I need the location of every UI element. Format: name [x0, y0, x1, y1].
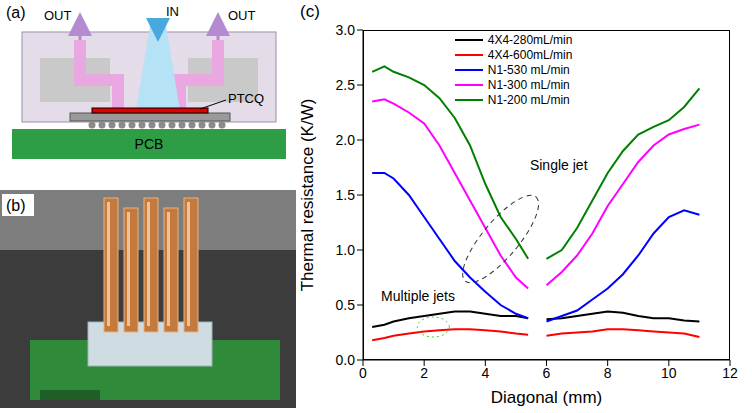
html-text:(c): (c): [300, 2, 320, 21]
svg-text:PCB: PCB: [135, 136, 164, 152]
svg-text:(a): (a): [6, 4, 26, 21]
svg-text:1.5: 1.5: [336, 187, 356, 203]
html-text:4X4-280mL/min: 4X4-280mL/min: [487, 32, 573, 47]
svg-text:2.5: 2.5: [336, 77, 356, 93]
html-text:Multiple jets: Multiple jets: [381, 288, 455, 305]
svg-text:0: 0: [359, 365, 367, 381]
svg-text:0.5: 0.5: [336, 297, 356, 313]
svg-text:2.0: 2.0: [336, 132, 356, 148]
svg-text:10: 10: [661, 365, 677, 381]
svg-text:12: 12: [722, 365, 738, 381]
html-text:N1-200 mL/min: N1-200 mL/min: [487, 92, 570, 107]
svg-text:2: 2: [420, 365, 428, 381]
html-text:N1-300 mL/min: N1-300 mL/min: [487, 77, 570, 92]
svg-text:OUT: OUT: [228, 8, 256, 23]
html-text:N1-530 mL/min: N1-530 mL/min: [487, 62, 570, 77]
html-text:Single jet: Single jet: [529, 157, 588, 174]
svg-text:Thermal resistance (K/W): Thermal resistance (K/W): [298, 99, 317, 292]
svg-text:PTCQ: PTCQ: [228, 91, 264, 106]
svg-text:(b): (b): [6, 197, 26, 214]
svg-text:4: 4: [481, 365, 489, 381]
svg-text:OUT: OUT: [44, 8, 72, 23]
svg-text:0.0: 0.0: [336, 352, 356, 368]
svg-text:8: 8: [604, 365, 612, 381]
html-text:4X4-600mL/min: 4X4-600mL/min: [487, 47, 573, 62]
svg-text:3.0: 3.0: [336, 22, 356, 38]
svg-text:6: 6: [543, 365, 551, 381]
svg-text:IN: IN: [166, 4, 179, 19]
svg-text:Diagonal (mm): Diagonal (mm): [491, 388, 602, 407]
svg-text:1.0: 1.0: [336, 242, 356, 258]
